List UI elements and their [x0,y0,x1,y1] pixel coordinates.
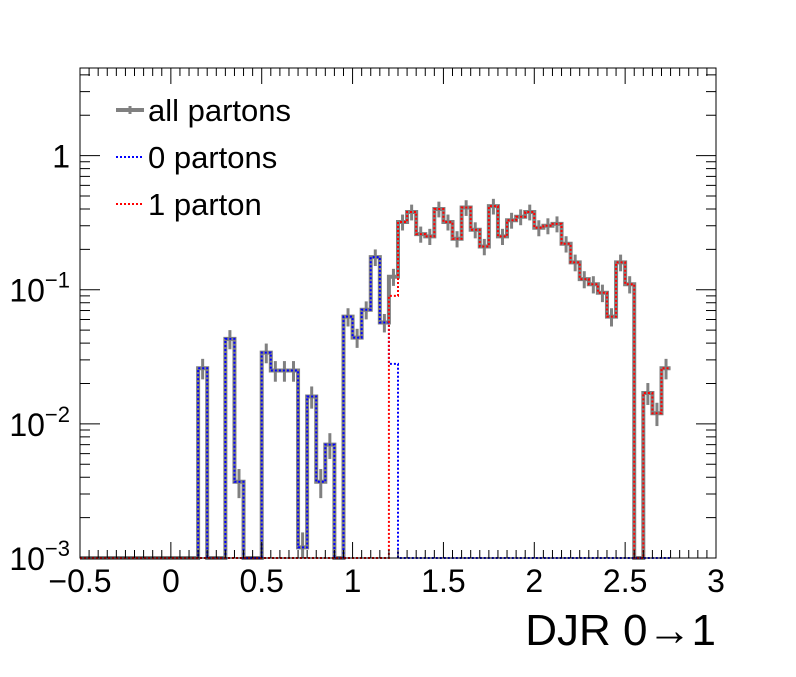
y-tick-label: 1 [52,139,70,175]
legend-label: all partons [148,93,291,128]
x-tick-label: 0.5 [239,563,283,599]
series-step-line [80,256,671,559]
legend-label: 1 parton [148,187,262,222]
legend-label: 0 partons [148,140,277,175]
x-tick-label: 3 [707,563,725,599]
y-tick-label: 10−3 [9,536,70,577]
x-tick-label: 2.5 [603,563,647,599]
axis-layer: −0.5 0 0.5 1 1.5 2 2.5 3 10−3 10−2 10−1 1 [9,68,725,599]
x-tick-label: −0.5 [48,563,111,599]
series-0-partons [80,256,671,559]
y-tick-label: 10−1 [9,268,70,309]
x-tick-label: 0 [162,563,180,599]
x-tick-label: 1 [344,563,362,599]
y-tick-label: 10−2 [9,402,70,443]
x-axis-title: DJR 0→1 [525,606,716,655]
legend: all partons 0 partons 1 parton [116,93,291,222]
x-tick-label: 2 [525,563,543,599]
x-tick-label: 1.5 [421,563,465,599]
